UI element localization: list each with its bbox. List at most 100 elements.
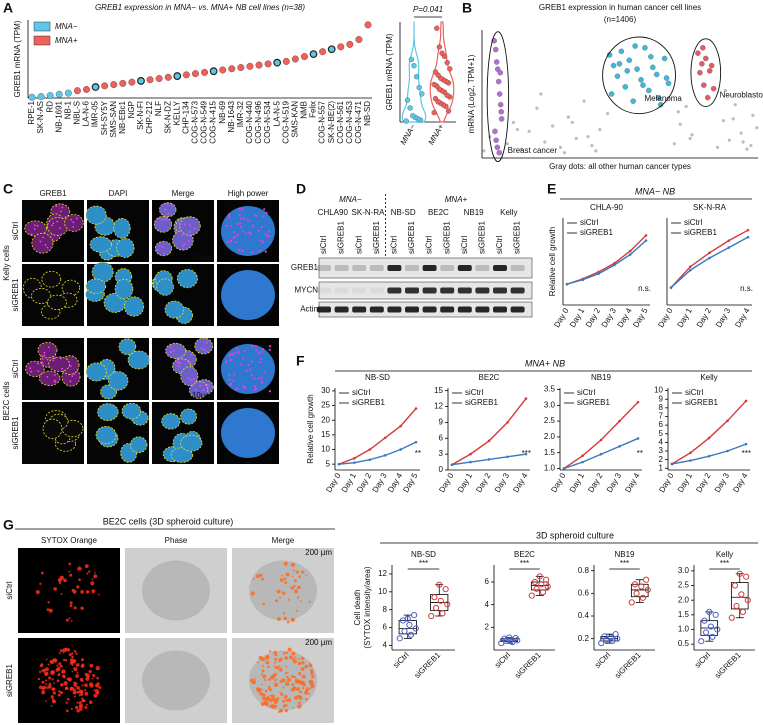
stain: [93, 689, 96, 692]
stain: [273, 704, 278, 708]
speckle: [251, 224, 255, 227]
speckle: [227, 216, 231, 219]
stain: [89, 663, 94, 668]
lane-label: siCtrl: [495, 236, 504, 254]
stain: [305, 574, 308, 577]
speckle: [206, 350, 209, 353]
stain: [292, 569, 295, 572]
stain: [86, 572, 89, 575]
speckle: [158, 245, 161, 248]
stain: [68, 570, 71, 573]
dot: [447, 66, 453, 72]
stain: [59, 691, 63, 695]
stain: [90, 581, 95, 586]
stain: [49, 659, 55, 665]
y-tick-label: 0.4: [578, 611, 590, 620]
point: [497, 101, 504, 108]
x-tick-label: Day 2: [695, 306, 714, 329]
speckle: [250, 360, 253, 363]
x-tick-label: MNA+: [427, 122, 446, 146]
dot: [432, 69, 439, 75]
stain: [94, 684, 98, 687]
speckle: [163, 218, 166, 221]
stain: [250, 678, 254, 682]
y-tick-label: 0.2: [578, 634, 590, 643]
cell: [31, 232, 54, 254]
speckle: [181, 234, 184, 237]
stain: [309, 681, 314, 686]
x-tick-label: IMR-05: [91, 100, 100, 127]
speckle: [225, 360, 228, 363]
x-tick-label: SMS-SAN: [109, 101, 118, 138]
dot: [282, 57, 290, 65]
x-tick-label: LA-N-5: [272, 100, 281, 126]
x-tick-label: NBL-S: [73, 101, 82, 125]
spheroid-title: BE2C cells (3D spheroid culture): [103, 516, 234, 526]
cell: [64, 214, 84, 232]
speckle: [225, 224, 228, 227]
stain: [56, 664, 59, 667]
micrograph: [18, 548, 120, 633]
stain: [261, 693, 266, 697]
stain: [63, 578, 67, 583]
y-tick-label: 0.6: [578, 588, 590, 597]
stain: [278, 667, 283, 672]
stain: [278, 659, 281, 662]
point: [353, 456, 356, 460]
dot: [37, 93, 45, 100]
stain: [45, 683, 48, 686]
speckle: [255, 214, 258, 217]
x-tick-label: siCtrl: [593, 650, 612, 669]
stain: [293, 675, 297, 679]
dot: [228, 65, 236, 73]
speckle: [169, 345, 172, 348]
point: [708, 62, 715, 69]
speckle: [73, 373, 76, 375]
stain: [298, 701, 301, 704]
dot: [439, 50, 445, 56]
point: [655, 94, 662, 101]
speckle: [46, 375, 49, 378]
y-tick-label: 5: [326, 459, 331, 468]
stain: [98, 685, 102, 690]
group-outline: [602, 36, 676, 115]
point: [597, 272, 600, 275]
stain: [86, 676, 88, 679]
point: [399, 424, 402, 428]
x-tick-label: SH-SY5Y: [100, 100, 109, 135]
point: [570, 120, 574, 125]
point: [539, 589, 547, 596]
stain: [76, 585, 80, 589]
stain: [293, 579, 297, 583]
stain: [297, 704, 302, 709]
speckle: [52, 222, 55, 225]
stain: [58, 690, 61, 693]
speckle: [205, 341, 208, 344]
chart-title: GREB1 expression in human cancer cell li…: [539, 3, 701, 12]
stain: [286, 671, 289, 674]
band: [440, 287, 455, 294]
dot: [436, 44, 443, 50]
y-tick-label: 1.5: [544, 448, 556, 457]
speckle: [253, 389, 256, 392]
stain: [285, 681, 290, 687]
x-tick-label: SK-N-FI: [136, 101, 145, 130]
chart-title: GREB1 expression in MNA− vs. MNA+ NB cel…: [95, 3, 305, 12]
stain: [56, 679, 60, 683]
y-tick-label: 6: [383, 623, 388, 632]
cell: [39, 370, 61, 386]
speckle: [241, 249, 244, 252]
y-axis-label: (SYTOX intensity/area): [363, 566, 372, 648]
stain: [261, 657, 266, 662]
point: [698, 638, 705, 645]
point: [608, 91, 615, 97]
stain: [57, 693, 61, 697]
y-tick-label: 15: [321, 430, 330, 439]
x-tick-label: SMS-KAN: [290, 101, 299, 138]
point: [536, 573, 543, 580]
point: [650, 64, 656, 71]
stain: [304, 690, 309, 695]
speckle: [260, 380, 263, 383]
cell: [113, 217, 131, 239]
stain: [68, 678, 72, 682]
